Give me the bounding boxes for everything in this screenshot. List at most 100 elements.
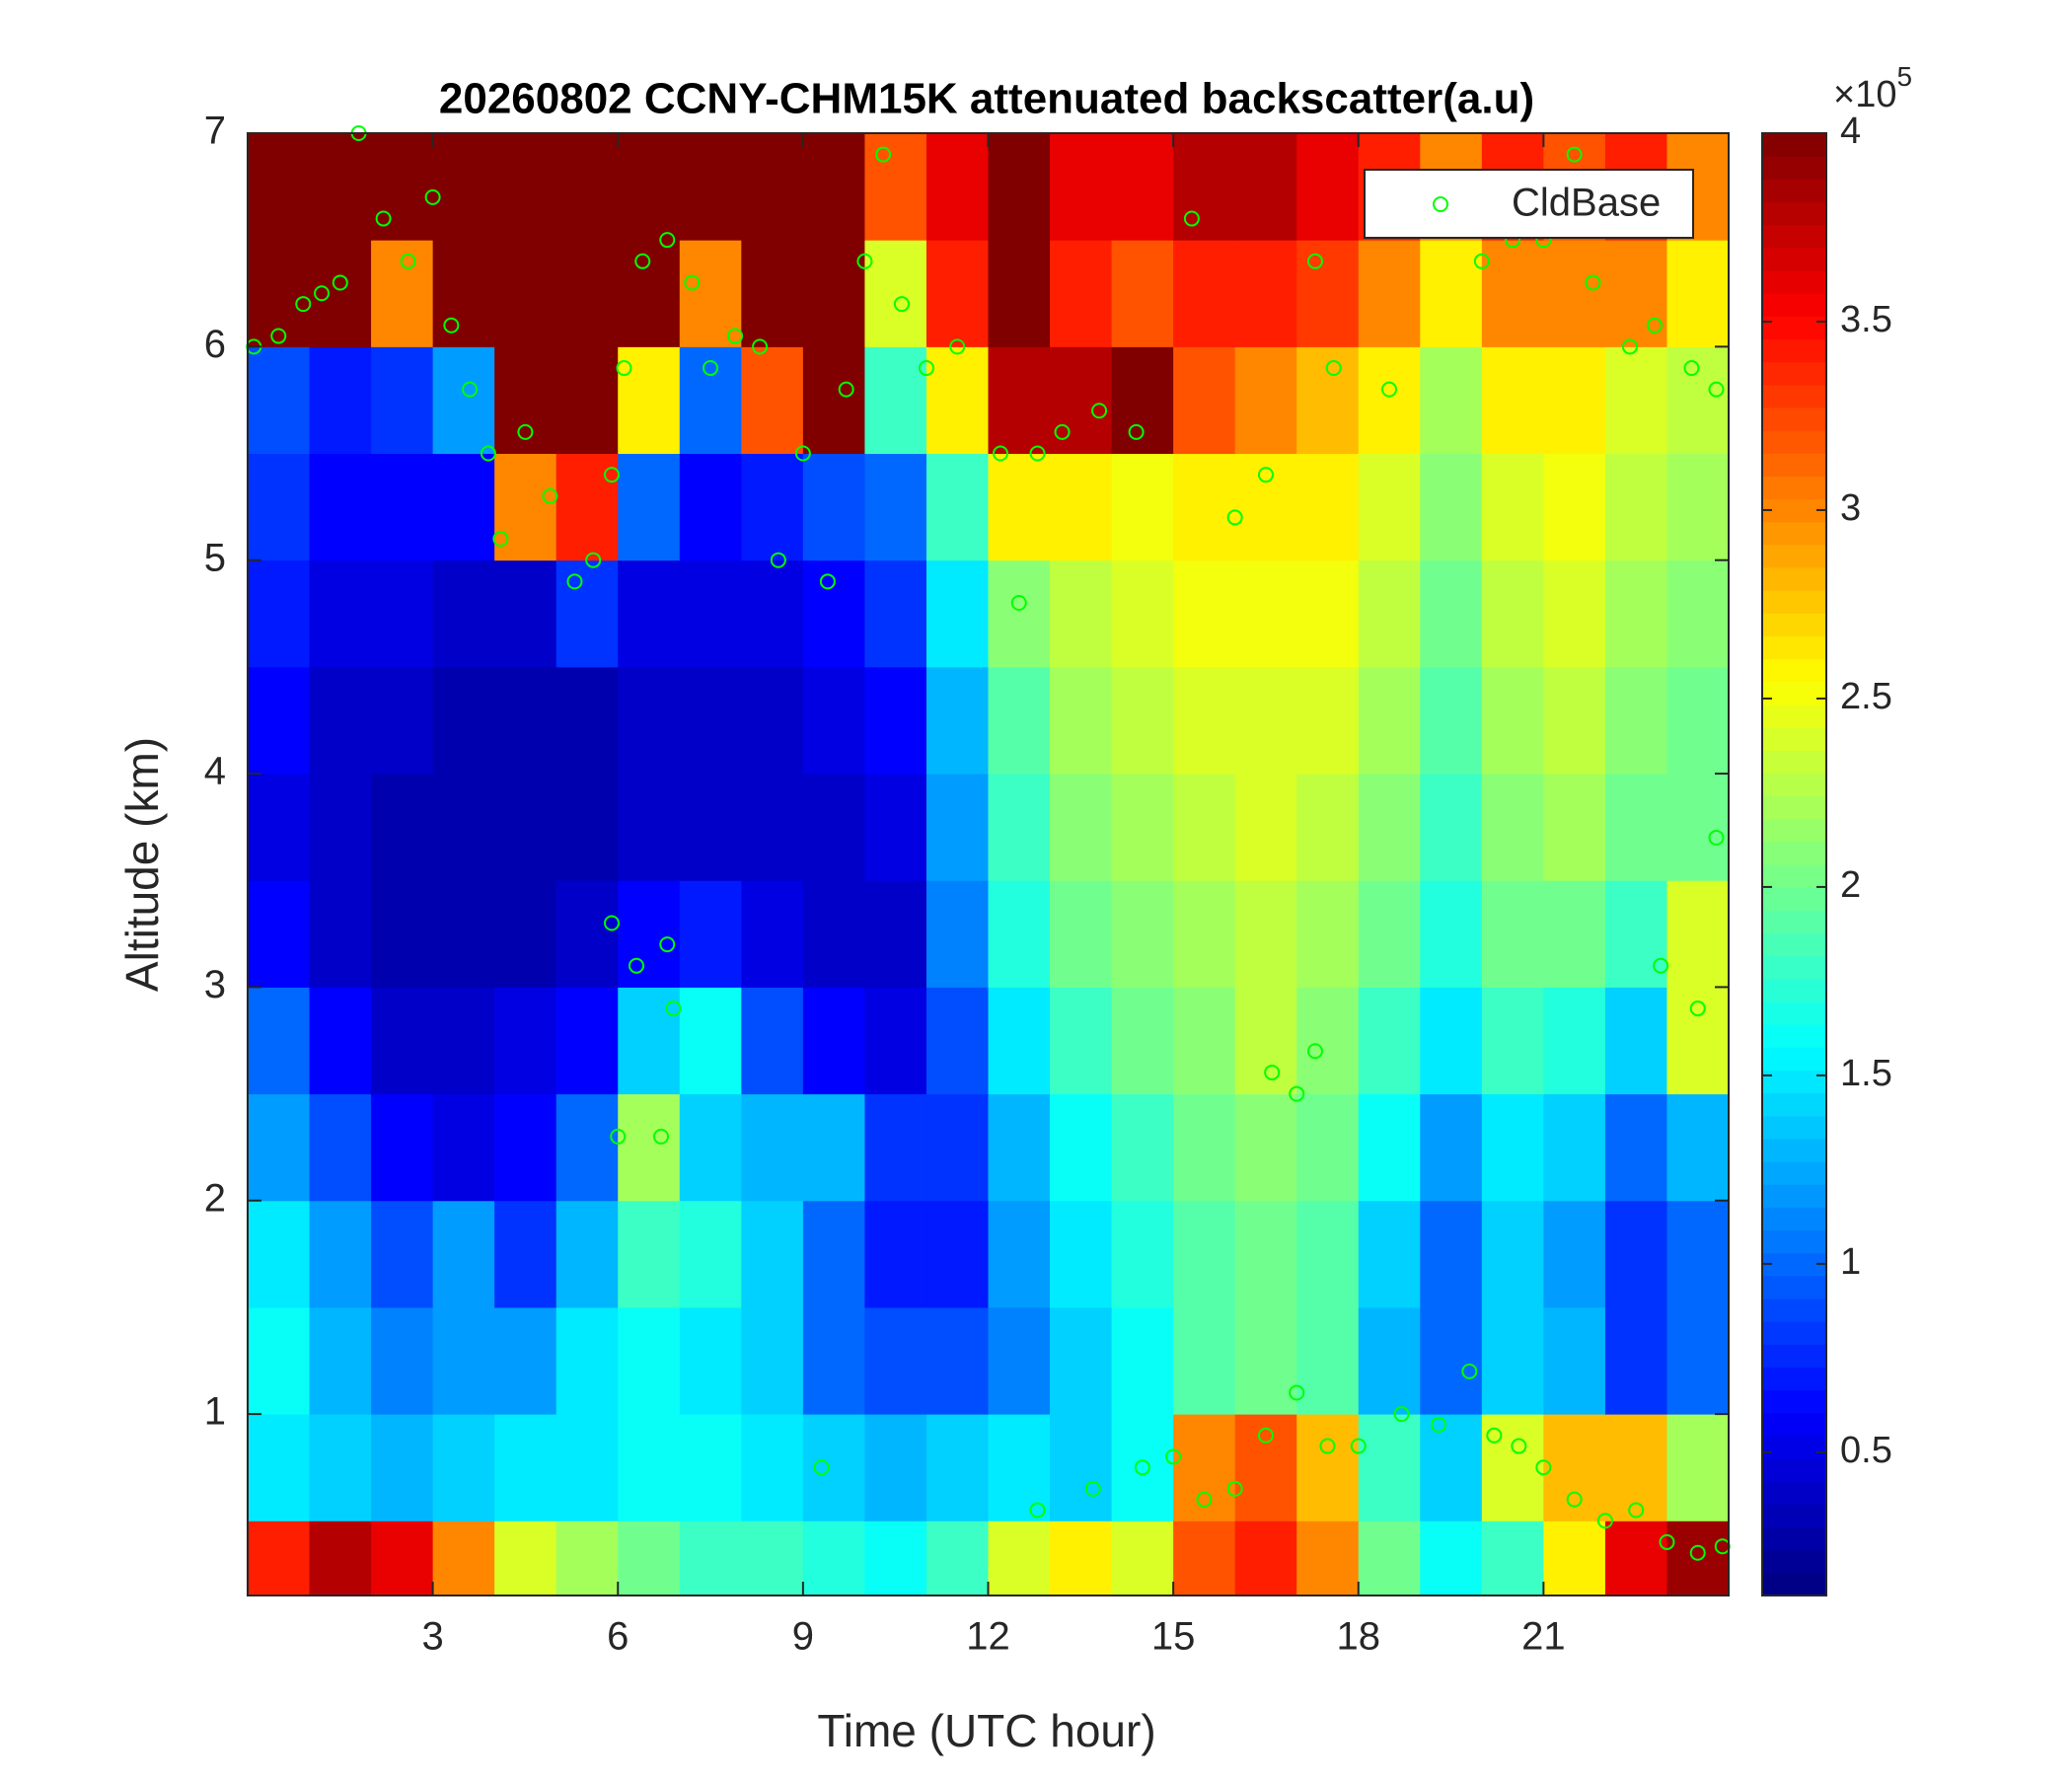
heatmap-cell bbox=[248, 346, 311, 455]
heatmap-cell bbox=[1173, 559, 1236, 668]
heatmap-cell bbox=[1234, 453, 1297, 561]
heatmap-cell bbox=[1420, 453, 1483, 561]
heatmap-cell bbox=[1666, 1093, 1730, 1202]
cloud-base-point bbox=[659, 936, 676, 953]
heatmap-cell bbox=[1666, 1521, 1730, 1596]
heatmap-cell bbox=[309, 133, 372, 241]
heatmap-cell bbox=[371, 346, 434, 455]
heatmap-cell bbox=[494, 133, 557, 241]
heatmap-cell bbox=[618, 1521, 681, 1596]
heatmap-cell bbox=[988, 346, 1051, 455]
cloud-base-point bbox=[684, 274, 701, 291]
heatmap-cell bbox=[494, 774, 557, 881]
heatmap-cell bbox=[925, 453, 989, 561]
cloud-base-point bbox=[1319, 1438, 1336, 1454]
cloud-base-point bbox=[616, 359, 632, 376]
heatmap-cell bbox=[1296, 453, 1360, 561]
heatmap-cell bbox=[1481, 987, 1544, 1095]
heatmap-cell bbox=[555, 1200, 619, 1308]
heatmap-cell bbox=[1050, 240, 1113, 347]
cloud-base-point bbox=[659, 232, 676, 249]
colorbar-segment bbox=[1762, 773, 1826, 797]
heatmap-cell bbox=[1604, 559, 1667, 668]
heatmap-cell bbox=[1543, 1306, 1606, 1415]
heatmap-cell bbox=[248, 1306, 311, 1415]
colorbar-segment bbox=[1762, 590, 1826, 614]
colorbar-tick-label: 1.5 bbox=[1840, 1053, 1892, 1094]
heatmap-cell bbox=[1481, 1093, 1544, 1202]
x-tick-label: 15 bbox=[1151, 1615, 1196, 1659]
scatter-layer bbox=[246, 125, 1731, 1561]
heatmap-cell bbox=[1173, 133, 1236, 241]
heatmap-cell bbox=[1666, 1306, 1730, 1415]
heatmap-cell bbox=[1420, 1414, 1483, 1521]
heatmap-cell bbox=[988, 453, 1051, 561]
heatmap-cell bbox=[679, 774, 742, 881]
heatmap-cell bbox=[1111, 1414, 1174, 1521]
cloud-base-point bbox=[1226, 1480, 1243, 1497]
heatmap-cell bbox=[802, 1414, 865, 1521]
cloud-base-point bbox=[1183, 210, 1200, 227]
colorbar-segment bbox=[1762, 1252, 1826, 1277]
heatmap-cell bbox=[1234, 1521, 1297, 1596]
y-tick-label: 6 bbox=[204, 323, 226, 366]
cloud-base-point bbox=[819, 573, 836, 590]
heatmap-cell bbox=[1481, 1200, 1544, 1308]
heatmap-cell bbox=[741, 1093, 804, 1202]
heatmap-cell bbox=[1358, 666, 1421, 775]
y-tick-label: 5 bbox=[204, 536, 226, 579]
colorbar-segment bbox=[1762, 681, 1826, 705]
heatmap-cell bbox=[248, 559, 311, 668]
heatmap-cell bbox=[1050, 346, 1113, 455]
legend-label: CldBase bbox=[1512, 182, 1661, 225]
colorbar-segment bbox=[1762, 476, 1826, 500]
heatmap-cell bbox=[1604, 346, 1667, 455]
heatmap-cell bbox=[494, 1521, 557, 1596]
y-tick-label: 7 bbox=[204, 110, 226, 153]
cloud-base-point bbox=[629, 957, 645, 974]
heatmap-cell bbox=[741, 880, 804, 988]
x-tick-label: 9 bbox=[792, 1615, 814, 1659]
heatmap-cell bbox=[1543, 559, 1606, 668]
cloud-base-point bbox=[270, 328, 287, 344]
heatmap-cell bbox=[432, 880, 495, 988]
heatmap-cell bbox=[1173, 880, 1236, 988]
heatmap-cell bbox=[1543, 880, 1606, 988]
heatmap-cell bbox=[1358, 1521, 1421, 1596]
heatmap-cell bbox=[741, 453, 804, 561]
heatmap-cell bbox=[741, 1306, 804, 1415]
heatmap-cell bbox=[494, 1414, 557, 1521]
heatmap-cell bbox=[1111, 453, 1174, 561]
heatmap-cell bbox=[1234, 1200, 1297, 1308]
heatmap-cell bbox=[1481, 1414, 1544, 1521]
heatmap-cell bbox=[1481, 1306, 1544, 1415]
heatmap-cell bbox=[432, 346, 495, 455]
heatmap-cell bbox=[1481, 1521, 1544, 1596]
heatmap-cell bbox=[1050, 1200, 1113, 1308]
colorbar-segment bbox=[1762, 269, 1826, 294]
cloud-base-point bbox=[1010, 594, 1027, 611]
colorbar-segment bbox=[1762, 635, 1826, 660]
heatmap-cell bbox=[1234, 774, 1297, 881]
heatmap-cell bbox=[371, 774, 434, 881]
heatmap-cell bbox=[1420, 774, 1483, 881]
cloud-base-point bbox=[1306, 1043, 1323, 1060]
heatmap-cell bbox=[1666, 774, 1730, 881]
cloud-base-point bbox=[462, 381, 479, 398]
heatmap-cell bbox=[988, 666, 1051, 775]
colorbar-segment bbox=[1762, 1275, 1826, 1299]
heatmap-cell bbox=[925, 1306, 989, 1415]
heatmap-cell bbox=[371, 453, 434, 561]
heatmap-cell bbox=[432, 240, 495, 347]
heatmap-cell bbox=[618, 666, 681, 775]
colorbar-segment bbox=[1762, 224, 1826, 249]
heatmap-cell bbox=[1543, 1200, 1606, 1308]
chart-title: 20260802 CCNY-CHM15K attenuated backscat… bbox=[439, 75, 1534, 123]
cloud-base-point bbox=[314, 285, 331, 302]
heatmap-cell bbox=[1358, 1200, 1421, 1308]
cloud-base-point bbox=[1708, 829, 1725, 846]
heatmap-cell bbox=[741, 240, 804, 347]
colorbar-segment bbox=[1762, 795, 1826, 820]
heatmap-cell bbox=[925, 987, 989, 1095]
heatmap-cell bbox=[864, 1306, 927, 1415]
